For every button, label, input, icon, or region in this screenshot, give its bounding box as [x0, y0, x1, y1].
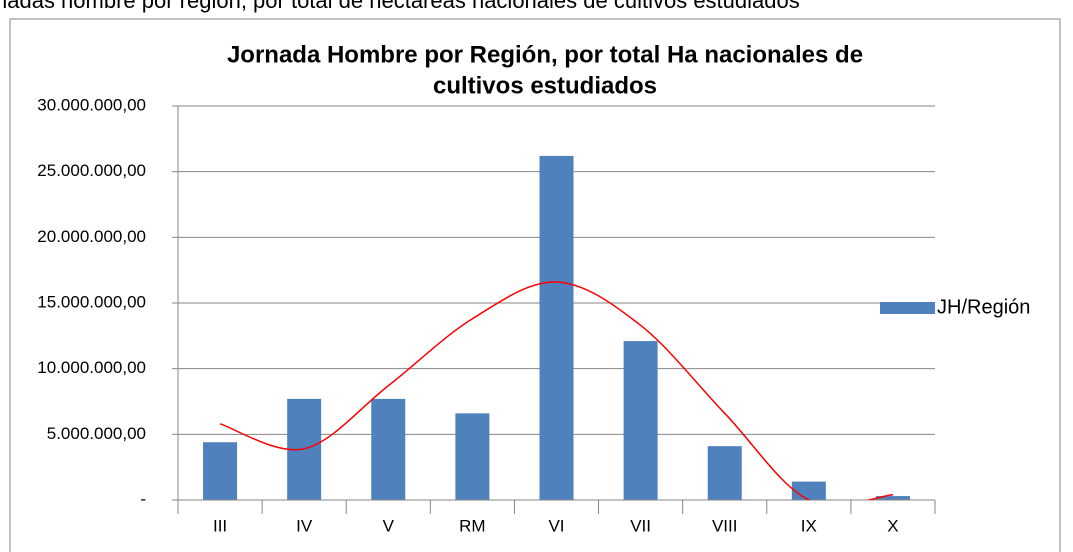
- bar: [539, 155, 574, 500]
- bar: [371, 398, 406, 500]
- y-tick-label: 25.000.000,00: [37, 161, 146, 180]
- chart-title: Jornada Hombre por Región, por total Ha …: [227, 41, 863, 68]
- bar: [791, 481, 826, 500]
- bar: [875, 496, 910, 500]
- y-tick-label: 30.000.000,00: [37, 95, 146, 114]
- x-tick-label: III: [213, 516, 227, 535]
- x-tick-label: VI: [548, 516, 564, 535]
- chart-title: cultivos estudiados: [433, 72, 657, 99]
- y-tick-label: -: [140, 489, 146, 508]
- x-tick-label: X: [887, 516, 898, 535]
- y-tick-label: 20.000.000,00: [37, 227, 146, 246]
- x-tick-label: VII: [630, 516, 651, 535]
- caption: nadas hombre por región, por total de he…: [0, 0, 800, 13]
- x-tick-label: IV: [296, 516, 313, 535]
- bar: [707, 446, 742, 500]
- y-tick-label: 10.000.000,00: [37, 358, 146, 377]
- trendline: [219, 281, 894, 500]
- bar: [203, 442, 238, 500]
- legend-swatch: [880, 302, 935, 314]
- legend-label: JH/Región: [937, 296, 1030, 318]
- x-tick-label: V: [383, 516, 395, 535]
- y-tick-label: 5.000.000,00: [47, 424, 146, 443]
- x-tick-label: RM: [459, 516, 485, 535]
- x-tick-label: VIII: [712, 516, 738, 535]
- y-tick-label: 15.000.000,00: [37, 292, 146, 311]
- x-tick-label: IX: [801, 516, 817, 535]
- bar: [455, 413, 490, 500]
- bar: [623, 341, 658, 500]
